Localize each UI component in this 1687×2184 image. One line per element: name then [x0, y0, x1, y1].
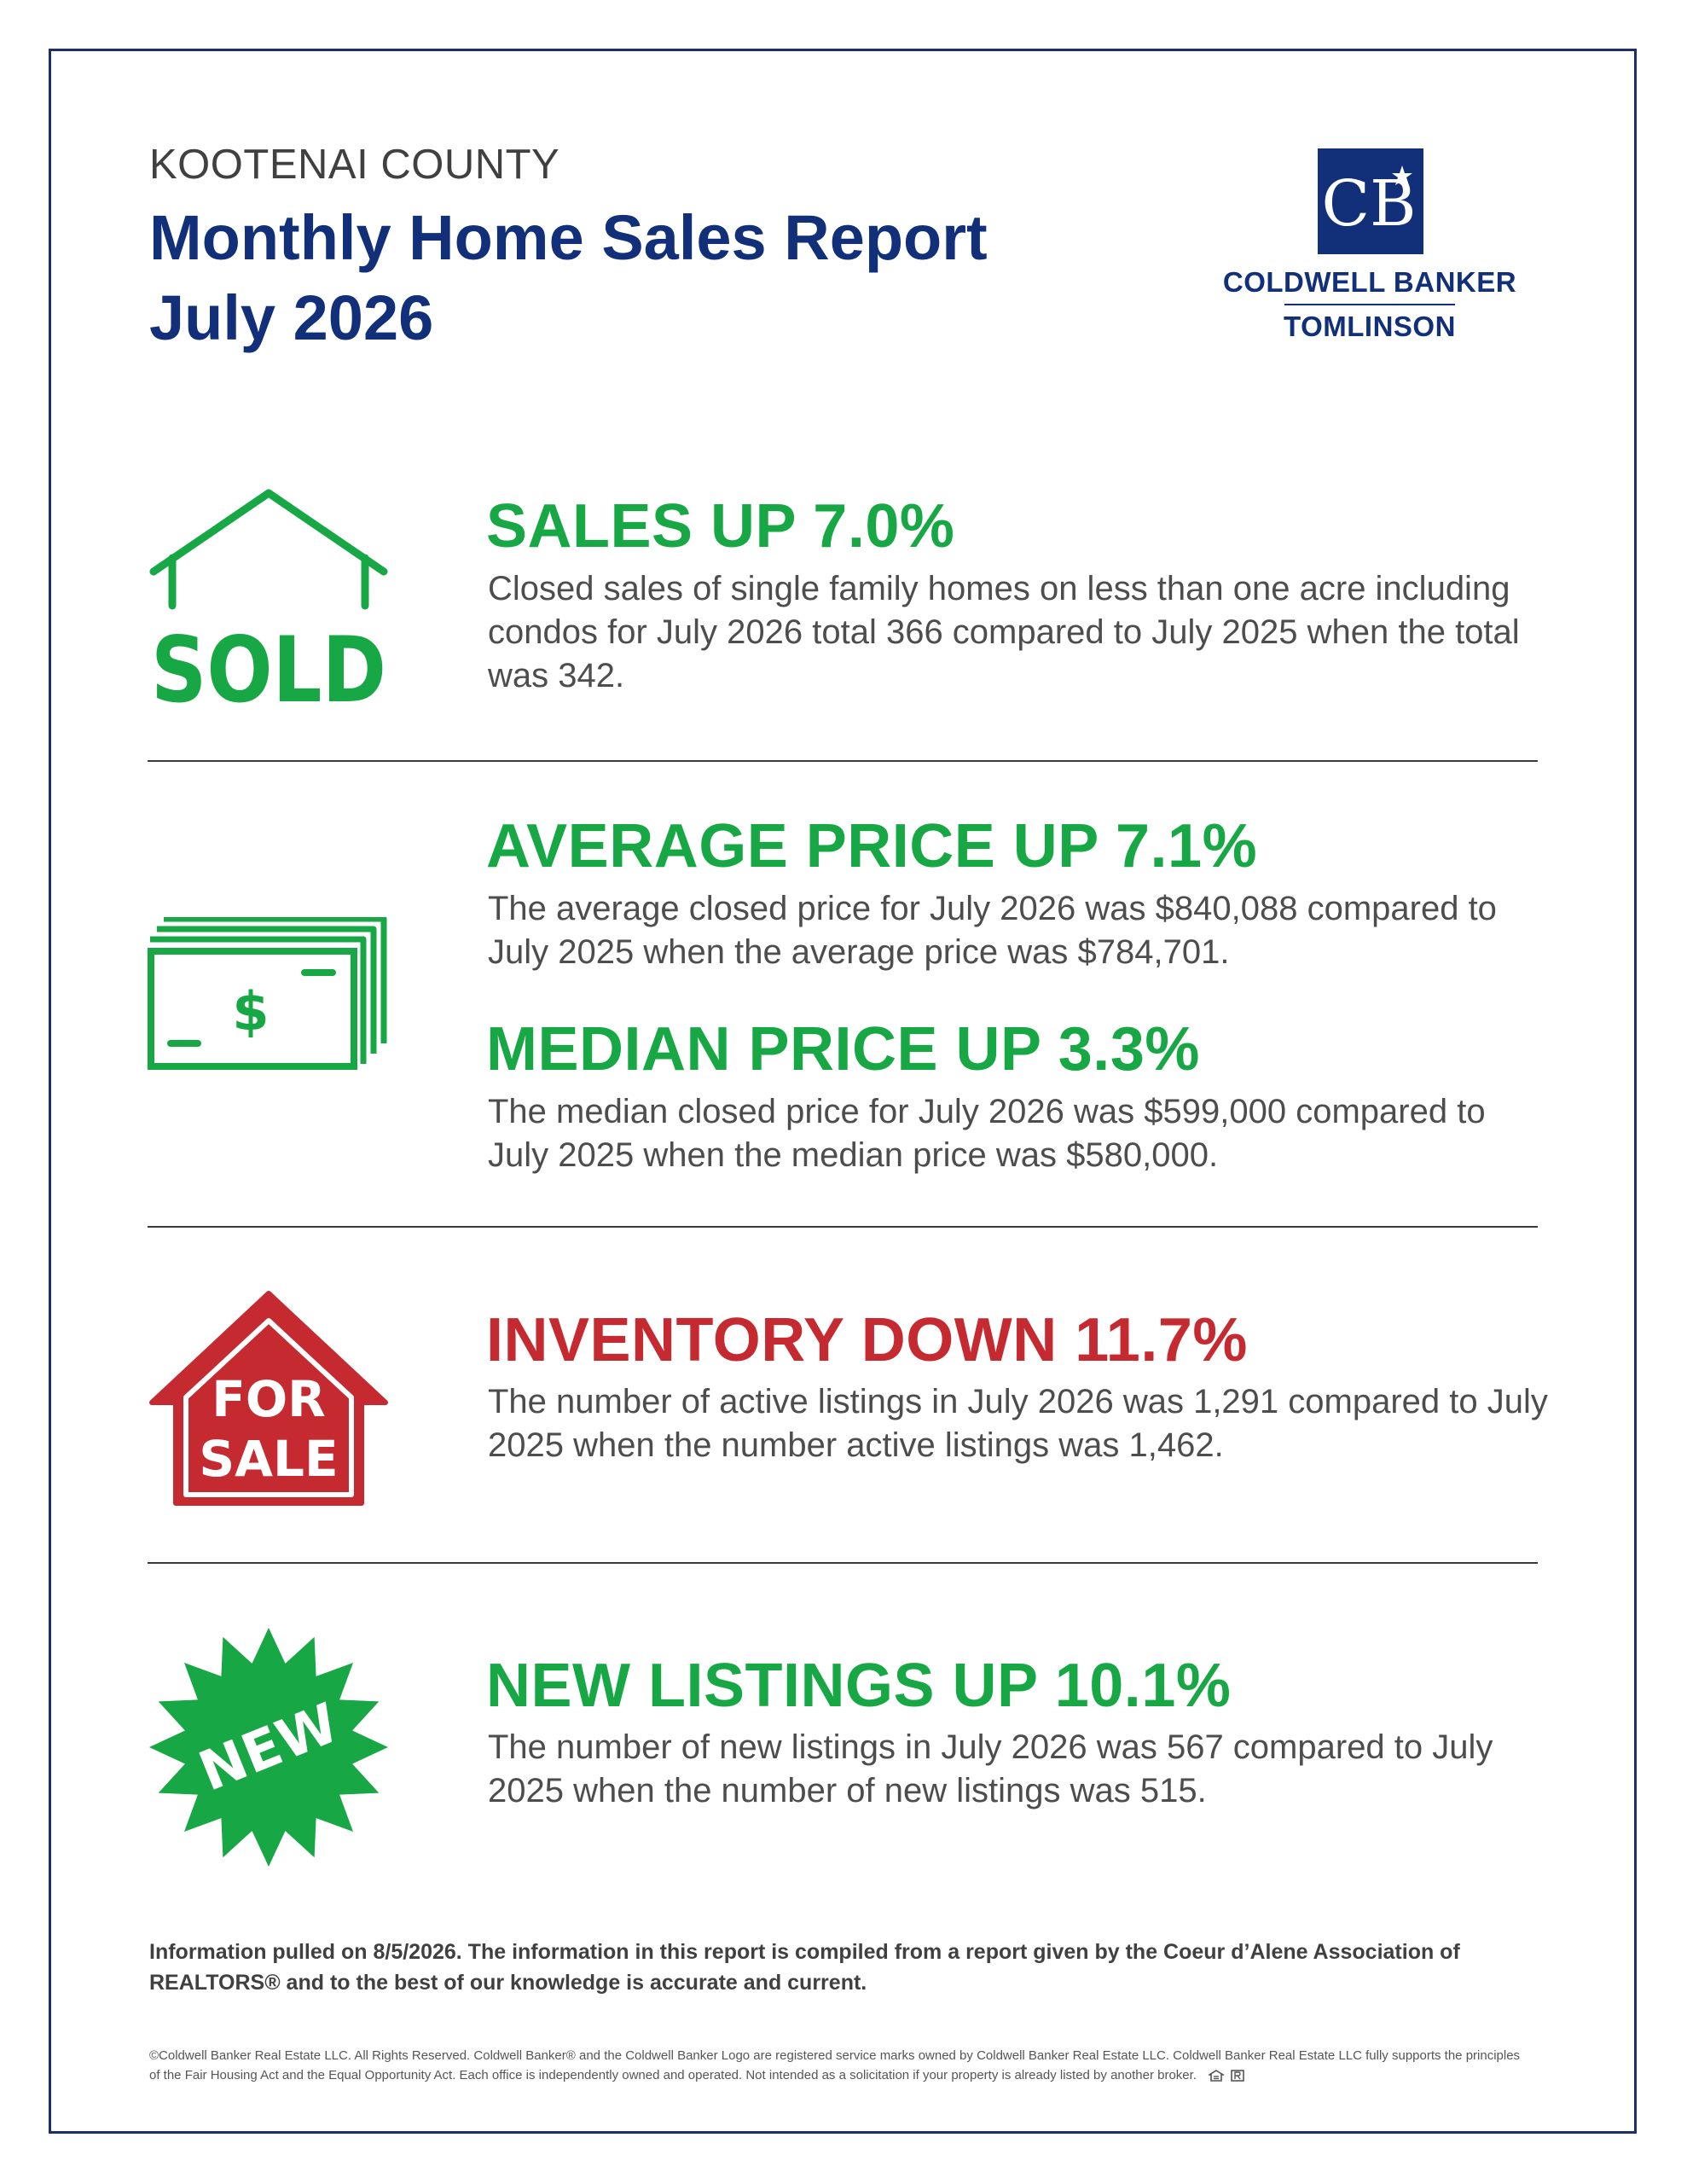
inventory-description: The number of active listings in July 20… [488, 1383, 1548, 1464]
sold-icon-text: SOLD [151, 618, 386, 708]
report-title: Monthly Home Sales Report July 2026 [149, 198, 988, 358]
report-title-date: July 2026 [149, 282, 434, 353]
median-price-headline: MEDIAN PRICE UP 3.3% [486, 1015, 1200, 1083]
dollar-sign-text: $ [232, 980, 269, 1043]
money-stack-icon: $ [148, 917, 387, 1070]
for-sale-icon-text-sale: SALE [199, 1430, 338, 1488]
average-price-description: The average closed price for July 2026 w… [488, 890, 1497, 971]
sales-headline: SALES UP 7.0% [486, 492, 955, 561]
for-sale-house-icon: FOR SALE [149, 1291, 388, 1506]
county-label: KOOTENAI COUNTY [149, 142, 560, 188]
logo-brand-name: COLDWELL BANKER [1222, 266, 1517, 298]
legal-disclaimer-text: ©Coldwell Banker Real Estate LLC. All Ri… [149, 2048, 1521, 2082]
inventory-headline: INVENTORY DOWN 11.7% [486, 1306, 1248, 1374]
data-source-note: Information pulled on 8/5/2026. The info… [149, 1940, 1460, 1995]
logo-divider [1284, 304, 1455, 305]
sales-description: Closed sales of single family homes on l… [488, 570, 1520, 694]
new-listings-headline: NEW LISTINGS UP 10.1% [486, 1652, 1232, 1720]
for-sale-icon-text-for: FOR [212, 1370, 326, 1428]
legal-disclaimer: ©Coldwell Banker Real Estate LLC. All Ri… [149, 2046, 1531, 2085]
new-starburst-icon: NEW [149, 1628, 388, 1867]
coldwell-banker-logo: CB COLDWELL BANKER TOMLINSON [1201, 148, 1539, 345]
report-title-line1: Monthly Home Sales Report [149, 202, 988, 273]
logo-office-name: TOMLINSON [1284, 311, 1456, 342]
realtor-icon [1231, 2070, 1245, 2082]
equal-housing-icon [1207, 2070, 1226, 2082]
new-listings-description: The number of new listings in July 2026 … [488, 1728, 1493, 1809]
section-divider [148, 1226, 1538, 1228]
page-border [49, 49, 1637, 2134]
section-divider [148, 1562, 1538, 1564]
cb-monogram-icon: CB [1318, 148, 1423, 254]
median-price-description: The median closed price for July 2026 wa… [488, 1093, 1486, 1174]
sold-house-icon: SOLD [149, 489, 388, 708]
section-divider [148, 760, 1538, 762]
average-price-headline: AVERAGE PRICE UP 7.1% [486, 812, 1258, 880]
